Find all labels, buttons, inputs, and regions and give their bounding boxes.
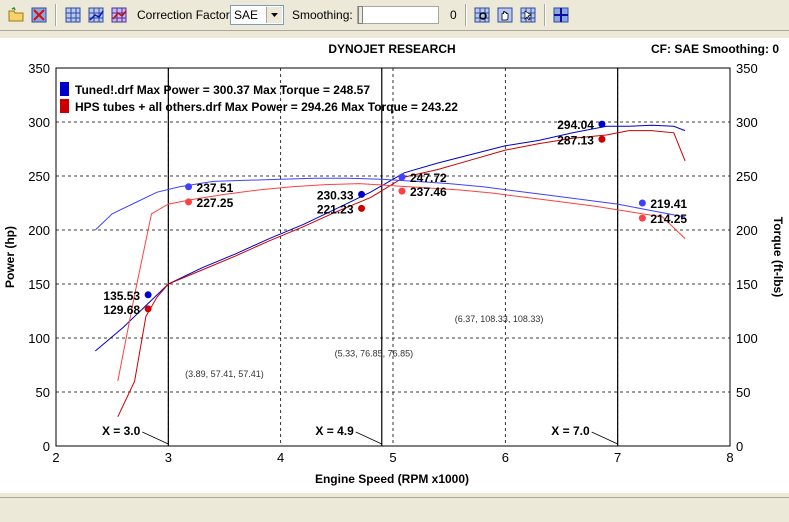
x-tick-label: 2 — [52, 450, 59, 465]
legend-swatch — [60, 82, 69, 96]
cursor-readout: (6.37, 108.33, 108.33) — [455, 314, 544, 324]
y-tick-label-left: 200 — [28, 223, 50, 238]
data-point-marker — [144, 291, 152, 299]
close-runs-icon[interactable] — [29, 5, 49, 25]
power-curve — [94, 124, 686, 352]
smoothing-label: Smoothing: — [292, 8, 353, 22]
pan-hand-icon[interactable] — [495, 5, 515, 25]
legend: Tuned!.drf Max Power = 300.37 Max Torque… — [60, 82, 458, 114]
cursor-label-leader — [355, 431, 382, 445]
series-lines — [94, 124, 686, 418]
correction-factor-value: SAE — [234, 8, 259, 22]
cursor-label: X = 4.9 — [315, 424, 354, 438]
torque-curve — [117, 183, 686, 382]
data-point-label: 294.04 — [557, 118, 594, 132]
x-tick-label: 5 — [389, 450, 396, 465]
data-point-label: 214.25 — [650, 212, 687, 226]
y-tick-label-left: 100 — [28, 331, 50, 346]
axis-ticks: 0 0 50 50 100 100 150 150 200 200 250 250 300 300 350 3… — [28, 61, 757, 465]
grid-view-icon[interactable] — [63, 5, 83, 25]
cursor-label: X = 7.0 — [551, 424, 590, 438]
data-point-label: 237.51 — [197, 181, 234, 195]
data-point-label: 287.13 — [557, 133, 594, 147]
y-tick-label-left: 150 — [28, 277, 50, 292]
data-point-label: 219.41 — [650, 197, 687, 211]
legend-entry: HPS tubes + all others.drf Max Power = 2… — [75, 100, 458, 114]
data-point-label: 129.68 — [103, 303, 140, 317]
data-point-marker — [185, 198, 193, 206]
x-tick-label: 4 — [277, 450, 284, 465]
y-tick-label-right: 0 — [736, 439, 743, 454]
data-point-marker — [144, 305, 152, 313]
data-point-marker — [358, 204, 366, 212]
y-tick-label-left: 0 — [43, 439, 50, 454]
y-tick-label-right: 100 — [736, 331, 758, 346]
data-point-label: 237.46 — [410, 185, 447, 199]
smoothing-value: 0 — [450, 8, 457, 22]
data-point-marker — [638, 199, 646, 207]
cursor-lines: X = 3.0 (3.89, 57.41, 57.41) X = 4.9 (5.33,… — [102, 68, 619, 446]
y-tick-label-left: 350 — [28, 61, 50, 76]
data-point-marker — [358, 190, 366, 198]
data-point-label: 230.33 — [317, 188, 354, 202]
x-tick-label: 8 — [726, 450, 733, 465]
legend-swatch — [60, 99, 69, 113]
chart-header-title: DYNOJET RESEARCH — [328, 42, 455, 56]
data-point-marker — [598, 120, 606, 128]
y-tick-label-right: 350 — [736, 61, 758, 76]
y-tick-label-left: 300 — [28, 115, 50, 130]
x-tick-label: 7 — [614, 450, 621, 465]
chart-header-info: CF: SAE Smoothing: 0 — [651, 42, 779, 56]
y-axis-left-label: Power (hp) — [3, 226, 17, 288]
zoom-grid-icon[interactable] — [472, 5, 492, 25]
cursor-grid-icon[interactable] — [518, 5, 538, 25]
x-tick-label: 3 — [165, 450, 172, 465]
smoothing-slider[interactable] — [357, 6, 439, 24]
cursor-label: X = 3.0 — [102, 424, 141, 438]
grid-chart-icon[interactable] — [86, 5, 106, 25]
data-point-marker — [398, 187, 406, 195]
y-tick-label-right: 300 — [736, 115, 758, 130]
cursor-readout: (3.89, 57.41, 57.41) — [185, 369, 264, 379]
y-tick-label-right: 50 — [736, 385, 750, 400]
y-tick-label-left: 50 — [36, 385, 50, 400]
y-tick-label-right: 250 — [736, 169, 758, 184]
power-curve — [117, 130, 686, 418]
chevron-down-icon[interactable] — [266, 7, 282, 23]
toolbar: Correction Factor: SAE Smoothing: 0 — [0, 0, 789, 31]
data-point-marker — [185, 183, 193, 191]
x-axis-label: Engine Speed (RPM x1000) — [315, 472, 469, 486]
correction-factor-label: Correction Factor: — [137, 8, 234, 22]
y-axis-right-label: Torque (ft-lbs) — [771, 217, 785, 297]
torque-curve — [94, 177, 686, 231]
cursor-readout: (5.33, 76.85, 76.85) — [335, 348, 414, 358]
cursor-label-leader — [591, 431, 618, 445]
x-tick-label: 6 — [502, 450, 509, 465]
data-point-label: 227.25 — [197, 196, 234, 210]
cursor-label-leader — [142, 431, 169, 445]
data-point-label: 135.53 — [103, 289, 140, 303]
open-folder-icon[interactable] — [6, 5, 26, 25]
y-tick-label-left: 250 — [28, 169, 50, 184]
data-point-label: 221.23 — [317, 202, 354, 216]
data-point-label: 247.72 — [410, 171, 447, 185]
y-tick-label-right: 150 — [736, 277, 758, 292]
data-point-marker — [598, 135, 606, 143]
grid-compare-icon[interactable] — [109, 5, 129, 25]
crosshair-icon[interactable] — [551, 5, 571, 25]
y-tick-label-right: 200 — [736, 223, 758, 238]
smoothing-slider-thumb[interactable] — [358, 6, 363, 24]
data-point-marker — [398, 173, 406, 181]
data-point-marker — [638, 214, 646, 222]
correction-factor-select[interactable]: SAE — [230, 5, 284, 25]
status-bar — [0, 497, 789, 522]
legend-entry: Tuned!.drf Max Power = 300.37 Max Torque… — [75, 83, 370, 97]
